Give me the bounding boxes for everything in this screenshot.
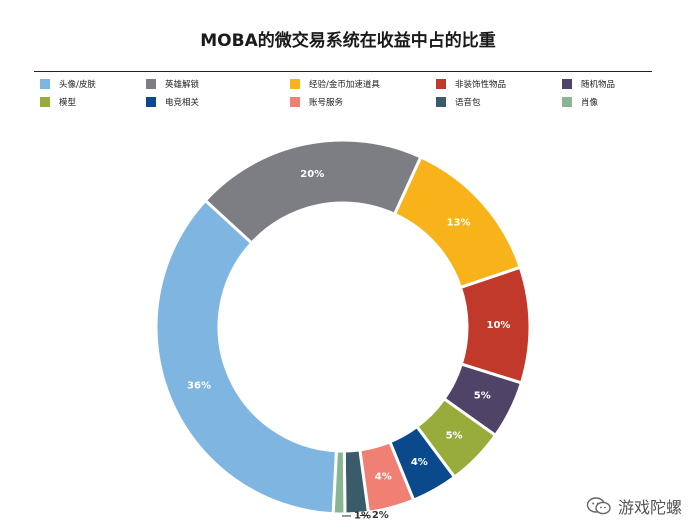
slice-label: 1% (354, 510, 371, 521)
legend-swatch (290, 79, 300, 89)
slice-label: 2% (372, 510, 389, 521)
donut-slice (203, 138, 423, 246)
slice-label: 4% (375, 472, 392, 483)
legend-item: 语音包 (436, 96, 481, 108)
legend-item: 随机物品 (562, 78, 615, 90)
legend-swatch (40, 97, 50, 107)
title-divider (34, 71, 652, 72)
slice-label: 4% (411, 457, 428, 468)
legend-item: 英雄解锁 (146, 78, 199, 90)
slice-label: 5% (446, 430, 463, 441)
legend-label: 账号服务 (309, 98, 344, 108)
legend-label: 随机物品 (581, 80, 616, 90)
legend-swatch (40, 79, 50, 89)
legend-swatch (146, 97, 156, 107)
chart-legend: 头像/皮肤 英雄解锁 经验/金币加速道具 非装饰性物品 随机物品模型 电竞相关 账号服务 语音… (0, 0, 696, 110)
legend-item: 模型 (40, 96, 76, 108)
wechat-icon (586, 497, 611, 515)
watermark-text: 游戏陀螺 (617, 498, 682, 517)
donut-slice (154, 198, 339, 516)
watermark: 游戏陀螺 (586, 494, 682, 518)
legend-label: 非装饰性物品 (455, 80, 507, 90)
legend-swatch (562, 97, 572, 107)
legend-label: 头像/皮肤 (59, 80, 96, 90)
legend-label: 模型 (59, 98, 77, 108)
legend-item: 头像/皮肤 (40, 78, 96, 90)
slice-label: 13% (447, 217, 471, 228)
legend-label: 英雄解锁 (165, 80, 200, 90)
legend-item: 非装饰性物品 (436, 78, 506, 90)
legend-label: 语音包 (455, 98, 481, 108)
legend-swatch (436, 97, 446, 107)
slice-label: 36% (187, 380, 211, 391)
legend-item: 账号服务 (290, 96, 343, 108)
chart-title: MOBA的微交易系统在收益中占的比重 (200, 31, 496, 51)
slice-label: 20% (300, 169, 324, 180)
legend-item: 电竞相关 (146, 96, 199, 108)
slice-label: 10% (487, 320, 511, 331)
legend-swatch (436, 79, 446, 89)
legend-swatch (562, 79, 572, 89)
legend-swatch (146, 79, 156, 89)
legend-label: 经验/金币加速道具 (309, 80, 380, 90)
legend-label: 肖像 (581, 98, 599, 108)
donut-slice (331, 449, 347, 516)
legend-item: 经验/金币加速道具 (290, 78, 380, 90)
legend-label: 电竞相关 (165, 98, 200, 108)
slice-label: 5% (474, 391, 491, 402)
legend-item: 肖像 (562, 96, 598, 108)
legend-swatch (290, 97, 300, 107)
